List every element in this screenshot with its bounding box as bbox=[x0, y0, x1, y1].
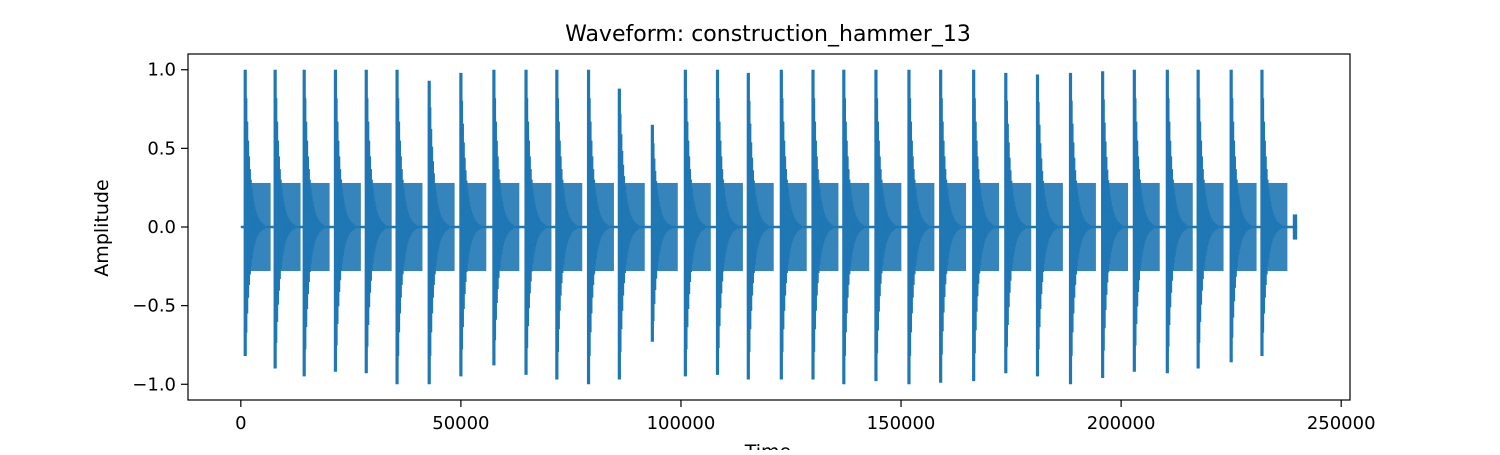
waveform-impulse bbox=[524, 69, 552, 375]
waveform-decay-tail bbox=[874, 209, 886, 245]
waveform-impulse bbox=[273, 69, 301, 369]
waveform-impulse bbox=[715, 69, 743, 375]
waveform-impulse bbox=[1165, 69, 1193, 374]
waveform-decay-tail bbox=[1133, 209, 1144, 245]
waveform-decay-tail bbox=[618, 209, 629, 245]
waveform-decay-tail bbox=[492, 209, 504, 245]
waveform-impulse bbox=[1068, 72, 1096, 385]
waveform-decay-tail bbox=[939, 209, 951, 245]
waveform-impulse bbox=[1229, 69, 1257, 363]
waveform-impulse bbox=[746, 72, 774, 380]
waveform-decay-tail bbox=[525, 209, 536, 245]
y-tick-label: −1.0 bbox=[132, 374, 176, 395]
x-axis-label: Time bbox=[744, 441, 792, 450]
waveform-decay-tail bbox=[334, 209, 346, 245]
x-tick-label: 250000 bbox=[1307, 413, 1376, 434]
waveform-impulse bbox=[1196, 69, 1224, 369]
y-tick-label: 1.0 bbox=[147, 60, 176, 81]
waveform-impulse bbox=[874, 69, 902, 382]
waveform-impulse bbox=[617, 88, 645, 380]
waveform-decay-tail bbox=[244, 209, 255, 245]
waveform-decay-tail bbox=[365, 209, 376, 245]
waveform-decay-tail bbox=[274, 209, 285, 245]
waveform-impulse bbox=[1260, 69, 1288, 356]
waveform-decay-tail bbox=[396, 209, 407, 245]
waveform-impulse bbox=[333, 69, 361, 372]
x-tick-label: 50000 bbox=[432, 413, 489, 434]
waveform-impulse bbox=[1101, 71, 1129, 378]
waveform-impulse bbox=[1132, 69, 1160, 372]
waveform-impulse bbox=[555, 69, 583, 380]
waveform-impulse bbox=[459, 72, 487, 377]
waveform-decay-tail bbox=[1166, 209, 1177, 245]
waveform-impulse bbox=[427, 80, 455, 385]
waveform-impulse bbox=[779, 69, 807, 380]
y-tick-label: −0.5 bbox=[132, 296, 176, 317]
waveform-impulse bbox=[395, 69, 423, 385]
waveform-decay-tail bbox=[1260, 209, 1272, 245]
waveform-impulse bbox=[939, 69, 967, 383]
waveform-impulse bbox=[1004, 72, 1032, 374]
waveform-decay-tail bbox=[428, 209, 439, 245]
chart-title: Waveform: construction_hammer_13 bbox=[565, 22, 971, 47]
waveform-impulse bbox=[1035, 74, 1063, 377]
waveform-decay-tail bbox=[459, 209, 471, 245]
waveform-decay-tail bbox=[684, 209, 695, 245]
waveform-decay-tail bbox=[972, 209, 984, 245]
x-tick-label: 100000 bbox=[647, 413, 716, 434]
x-tick-label: 0 bbox=[235, 413, 246, 434]
waveform-impulse bbox=[907, 69, 935, 385]
x-tick-label: 150000 bbox=[867, 413, 936, 434]
waveform-decay-tail bbox=[747, 209, 758, 245]
waveform-decay-tail bbox=[1036, 209, 1048, 245]
waveform-decay-tail bbox=[716, 209, 728, 245]
waveform-decay-tail bbox=[587, 209, 599, 245]
waveform-impulse bbox=[842, 69, 870, 385]
waveform-impulse bbox=[492, 69, 520, 366]
plot-area bbox=[240, 69, 1298, 385]
waveform-impulse bbox=[302, 69, 330, 377]
waveform-impulse bbox=[586, 69, 614, 385]
waveform-decay-tail bbox=[1197, 209, 1208, 245]
waveform-decay-tail bbox=[842, 209, 854, 245]
waveform-end-tail bbox=[1292, 214, 1298, 240]
waveform-impulse bbox=[243, 69, 271, 356]
waveform-decay-tail bbox=[780, 209, 791, 245]
waveform-impulse bbox=[811, 69, 839, 380]
waveform-impulse bbox=[683, 69, 711, 377]
waveform-decay-tail bbox=[555, 209, 567, 245]
waveform-impulse bbox=[364, 69, 392, 374]
axes: 0 50000 100000 150000 200000 250000 −1.0 −0.5 0.… bbox=[132, 53, 1376, 434]
waveform-impulse bbox=[650, 124, 678, 342]
waveform-decay-tail bbox=[1230, 209, 1241, 245]
y-tick-label: 0.0 bbox=[147, 217, 176, 238]
y-axis-label: Amplitude bbox=[91, 179, 113, 276]
waveform-decay-tail bbox=[1069, 209, 1081, 245]
waveform-decay-tail bbox=[651, 209, 662, 245]
waveform-decay-tail bbox=[303, 209, 314, 245]
waveform-decay-tail bbox=[1004, 209, 1016, 245]
waveform-impulse bbox=[972, 69, 1000, 382]
y-tick-label: 0.5 bbox=[147, 138, 176, 159]
waveform-decay-tail bbox=[812, 209, 823, 245]
waveform-decay-tail bbox=[907, 209, 919, 245]
waveform-decay-tail bbox=[1101, 209, 1113, 245]
x-tick-label: 200000 bbox=[1087, 413, 1156, 434]
